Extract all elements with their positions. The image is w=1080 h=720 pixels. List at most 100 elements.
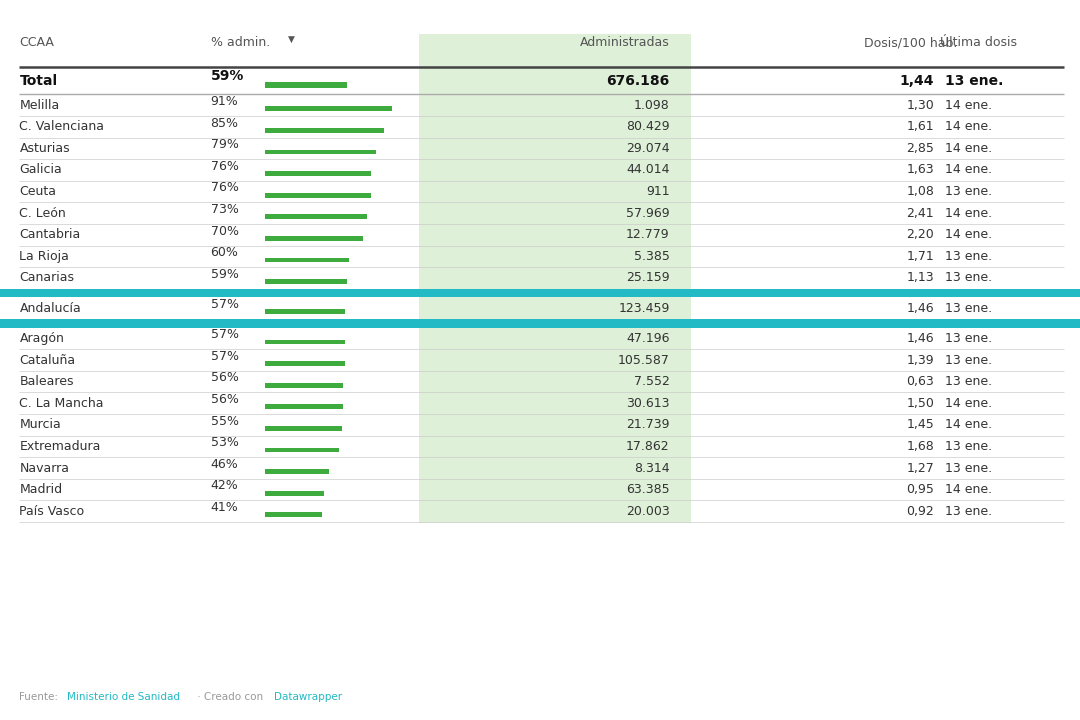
Text: 1,13: 1,13 — [906, 271, 934, 284]
Text: 29.074: 29.074 — [626, 142, 670, 155]
Text: 1,68: 1,68 — [906, 440, 934, 453]
Text: Extremadura: Extremadura — [19, 440, 100, 453]
Bar — [265, 82, 348, 89]
Text: Administradas: Administradas — [580, 36, 670, 49]
Text: Galicia: Galicia — [19, 163, 63, 176]
Text: 80.429: 80.429 — [626, 120, 670, 133]
Bar — [265, 128, 384, 132]
Text: Última dosis: Última dosis — [940, 36, 1016, 49]
Text: 2,41: 2,41 — [906, 207, 934, 220]
Text: Madrid: Madrid — [19, 483, 63, 496]
Text: Navarra: Navarra — [19, 462, 69, 474]
Text: ▼: ▼ — [288, 35, 295, 43]
Text: 57.969: 57.969 — [626, 207, 670, 220]
Text: C. Valenciana: C. Valenciana — [19, 120, 105, 133]
Text: 25.159: 25.159 — [626, 271, 670, 284]
Bar — [265, 236, 363, 240]
Text: 20.003: 20.003 — [625, 505, 670, 518]
Text: Fuente:: Fuente: — [19, 692, 62, 702]
Bar — [265, 405, 343, 409]
Text: 1,44: 1,44 — [900, 73, 934, 88]
Text: 13 ene.: 13 ene. — [945, 185, 993, 198]
Bar — [265, 150, 376, 154]
Text: C. La Mancha: C. La Mancha — [19, 397, 104, 410]
Text: 14 ene.: 14 ene. — [945, 142, 993, 155]
Bar — [265, 258, 349, 262]
Bar — [265, 310, 345, 314]
Text: 2,85: 2,85 — [906, 142, 934, 155]
Text: 13 ene.: 13 ene. — [945, 250, 993, 263]
Text: 57%: 57% — [211, 328, 239, 341]
Text: 70%: 70% — [211, 225, 239, 238]
Text: 676.186: 676.186 — [606, 73, 670, 88]
Text: Ministerio de Sanidad: Ministerio de Sanidad — [67, 692, 180, 702]
Text: La Rioja: La Rioja — [19, 250, 69, 263]
Text: 12.779: 12.779 — [626, 228, 670, 241]
Text: Dosis/100 hab.: Dosis/100 hab. — [864, 36, 957, 49]
Text: 57%: 57% — [211, 350, 239, 363]
Text: 44.014: 44.014 — [626, 163, 670, 176]
Text: · Creado con: · Creado con — [194, 692, 267, 702]
Text: 13 ene.: 13 ene. — [945, 505, 993, 518]
Text: 56%: 56% — [211, 393, 239, 406]
Text: Ceuta: Ceuta — [19, 185, 56, 198]
Text: 57%: 57% — [211, 298, 239, 311]
Text: 21.739: 21.739 — [626, 418, 670, 431]
Bar — [265, 340, 345, 344]
Text: 47.196: 47.196 — [626, 332, 670, 345]
Text: 63.385: 63.385 — [626, 483, 670, 496]
Text: Cataluña: Cataluña — [19, 354, 76, 366]
Text: 14 ene.: 14 ene. — [945, 418, 993, 431]
Text: Canarias: Canarias — [19, 271, 75, 284]
Bar — [0, 289, 1080, 297]
Text: Cantabria: Cantabria — [19, 228, 81, 241]
Text: 79%: 79% — [211, 138, 239, 151]
Text: 1,63: 1,63 — [906, 163, 934, 176]
Text: 7.552: 7.552 — [634, 375, 670, 388]
Bar — [265, 491, 324, 495]
Text: 14 ene.: 14 ene. — [945, 120, 993, 133]
Text: 73%: 73% — [211, 203, 239, 216]
Text: 1,46: 1,46 — [906, 332, 934, 345]
Text: 0,92: 0,92 — [906, 505, 934, 518]
Text: 59%: 59% — [211, 268, 239, 281]
Text: CCAA: CCAA — [19, 36, 54, 49]
Text: 13 ene.: 13 ene. — [945, 302, 993, 315]
Bar — [265, 469, 329, 474]
Text: 14 ene.: 14 ene. — [945, 163, 993, 176]
Text: 123.459: 123.459 — [618, 302, 670, 315]
Text: 1.098: 1.098 — [634, 99, 670, 112]
Bar — [265, 279, 348, 284]
Text: Melilla: Melilla — [19, 99, 59, 112]
Text: 1,39: 1,39 — [906, 354, 934, 366]
Text: % admin.: % admin. — [211, 36, 270, 49]
Text: 14 ene.: 14 ene. — [945, 483, 993, 496]
Text: Total: Total — [19, 73, 57, 88]
Text: 85%: 85% — [211, 117, 239, 130]
Text: 13 ene.: 13 ene. — [945, 354, 993, 366]
Text: 42%: 42% — [211, 480, 239, 492]
Text: 13 ene.: 13 ene. — [945, 462, 993, 474]
Text: 1,30: 1,30 — [906, 99, 934, 112]
Text: 56%: 56% — [211, 372, 239, 384]
Text: 76%: 76% — [211, 160, 239, 173]
Text: 5.385: 5.385 — [634, 250, 670, 263]
Bar — [265, 215, 367, 219]
Text: 46%: 46% — [211, 458, 239, 471]
Text: 2,20: 2,20 — [906, 228, 934, 241]
Text: 30.613: 30.613 — [626, 397, 670, 410]
Text: 13 ene.: 13 ene. — [945, 375, 993, 388]
Text: 14 ene.: 14 ene. — [945, 397, 993, 410]
Bar — [265, 171, 372, 176]
Text: 1,27: 1,27 — [906, 462, 934, 474]
Text: 13 ene.: 13 ene. — [945, 440, 993, 453]
Text: 14 ene.: 14 ene. — [945, 228, 993, 241]
Bar — [265, 426, 342, 431]
Bar — [265, 383, 343, 387]
Bar — [265, 107, 392, 111]
Bar — [265, 193, 372, 197]
Bar — [0, 319, 1080, 328]
Text: 911: 911 — [646, 185, 670, 198]
Text: Asturias: Asturias — [19, 142, 70, 155]
Text: 0,95: 0,95 — [906, 483, 934, 496]
